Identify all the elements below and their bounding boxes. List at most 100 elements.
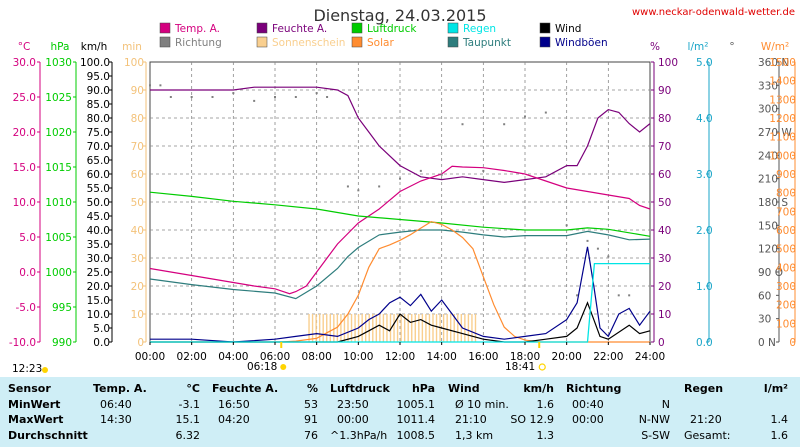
axis-label-humidity: 90 <box>658 85 671 97</box>
unit-wind: km/h <box>81 41 108 53</box>
axis-label-humidity: 50 <box>658 197 671 209</box>
richtung-dot <box>524 115 526 118</box>
sonnenschein-bar <box>396 314 399 342</box>
sonnenschein-bar <box>350 314 353 342</box>
statistics-table: Sensor Temp. A. °C Feuchte A. % Luftdruc… <box>0 377 800 447</box>
axis-label-pressure: 1015 <box>45 162 72 174</box>
richtung-dot <box>190 96 193 98</box>
legend-label-luftdruck: Luftdruck <box>367 23 417 35</box>
sonnenschein-bar <box>460 314 463 342</box>
min-richt-time: 00:40 <box>572 398 604 411</box>
axis-label-pressure: 1025 <box>45 92 72 104</box>
axis-label-humidity: 100 <box>658 57 678 69</box>
max-feuchte-time: 04:20 <box>218 413 250 426</box>
sonnenschein-bar <box>308 314 310 342</box>
x-tick-label: 22:00 <box>593 351 623 363</box>
axis-label-humidity: 20 <box>658 281 671 293</box>
min-wind-val: 1.6 <box>536 398 555 411</box>
axis-label-temp: 10.0 <box>13 197 36 209</box>
avg-druck-val: 1008.5 <box>396 429 436 442</box>
row-avg-label: Durchschnitt <box>8 429 88 442</box>
richtung-dot <box>607 255 610 258</box>
axis-label-temp: 25.0 <box>13 92 36 104</box>
x-tick-label: 08:00 <box>302 351 332 363</box>
legend-swatch-wind <box>539 22 551 34</box>
richtung-dot <box>378 185 381 188</box>
axis-units: °C hPa km/h min% l/m² ° W/m² <box>18 41 789 53</box>
axis-label-direction: 360 N <box>758 57 789 69</box>
axis-label-solar: 500 <box>776 244 796 256</box>
axis-label-rain: 2.0 <box>696 225 713 237</box>
axis-label-pressure: 1000 <box>45 267 72 279</box>
x-tick-label: 04:00 <box>218 351 248 363</box>
legend-label-feuchte: Feuchte A. <box>272 23 327 35</box>
legend-swatch-temp <box>159 22 171 34</box>
axis-label-humidity: 10 <box>658 309 671 321</box>
avg-wind-distance: 1,3 km <box>455 429 494 442</box>
sonnenschein-bar <box>322 314 324 342</box>
axis-label-sun: 20 <box>131 281 144 293</box>
min-richt-val: N <box>661 398 670 411</box>
axis-label-direction: 150 <box>758 220 778 232</box>
hdr-regen-unit: l/m² <box>763 382 788 395</box>
row-min-label: MinWert <box>8 398 61 411</box>
legend-swatch-solar <box>351 36 363 48</box>
axis-label-sun: 30 <box>131 253 144 265</box>
richtung-dot <box>565 224 568 227</box>
grid <box>150 62 650 342</box>
sonnenschein-bar <box>467 314 470 342</box>
legend-swatch-regen <box>447 22 459 34</box>
x-axis: 00:00 02:00 04:00 06:00 08:00 10:00 12:00 14:00… <box>135 342 665 363</box>
richtung-dot <box>346 185 349 188</box>
axis-label-sun: 60 <box>131 169 144 181</box>
richtung-dot <box>294 96 297 98</box>
richtung-dot <box>211 96 214 98</box>
axis-label-wind: 20.0 <box>87 281 110 293</box>
legend-swatch-richtung <box>159 36 171 48</box>
hdr-sensor: Sensor <box>8 382 51 395</box>
legend-label-regen: Regen <box>463 23 496 35</box>
site-link[interactable]: www.neckar-odenwald-wetter.de <box>632 7 795 18</box>
sonnenschein-bar <box>318 314 321 342</box>
richtung-dot <box>586 239 589 242</box>
richtung-dot <box>399 177 401 180</box>
axis-label-direction: 30 <box>758 314 771 326</box>
axis-label-humidity: 80 <box>658 113 671 125</box>
axis-label-wind: 55.0 <box>87 183 110 195</box>
axis-label-wind: 0.0 <box>93 337 110 349</box>
x-tick-label: 10:00 <box>343 351 373 363</box>
legend-label-temp: Temp. A. <box>174 23 220 35</box>
legend-swatch-feuchte <box>256 22 268 34</box>
richtung-dot <box>159 84 162 87</box>
legend-swatch-windboeen <box>539 36 551 48</box>
sunset-icon <box>538 363 546 371</box>
sonnenschein-bar <box>393 314 395 342</box>
axis-label-sun: 50 <box>131 197 144 209</box>
sonnenschein-bar <box>446 314 448 342</box>
max-regen-time: 21:20 <box>690 413 722 426</box>
axis-label-pressure: 1010 <box>45 197 72 209</box>
series-temp <box>149 165 651 295</box>
richtung-dot <box>596 247 599 250</box>
x-tick-label: 14:00 <box>427 351 457 363</box>
sonnenschein-bar <box>428 314 431 342</box>
x-tick-label: 06:00 <box>260 351 290 363</box>
axis-label-direction: 330 <box>758 80 778 92</box>
max-temp-time: 14:30 <box>100 413 132 426</box>
sonnenschein-bar <box>453 314 455 342</box>
axis-label-direction: 270 W <box>758 127 792 139</box>
axis-label-solar: 700 <box>776 206 796 218</box>
row-max-label: MaxWert <box>8 413 64 426</box>
axis-label-rain: 5.0 <box>696 57 713 69</box>
unit-humidity: % <box>650 41 660 53</box>
richtung-dot <box>253 99 256 102</box>
axis-label-wind: 40.0 <box>87 225 110 237</box>
max-temp-val: 15.1 <box>175 413 201 426</box>
sonnenschein-bar <box>343 314 346 342</box>
sonnenschein-bar <box>368 314 370 342</box>
richtung-dot <box>419 169 422 172</box>
x-tick-label: 02:00 <box>177 351 207 363</box>
axis-label-solar: 1500 <box>769 57 796 69</box>
richtung-dot <box>482 169 485 172</box>
sonnenschein-bar <box>333 314 335 342</box>
